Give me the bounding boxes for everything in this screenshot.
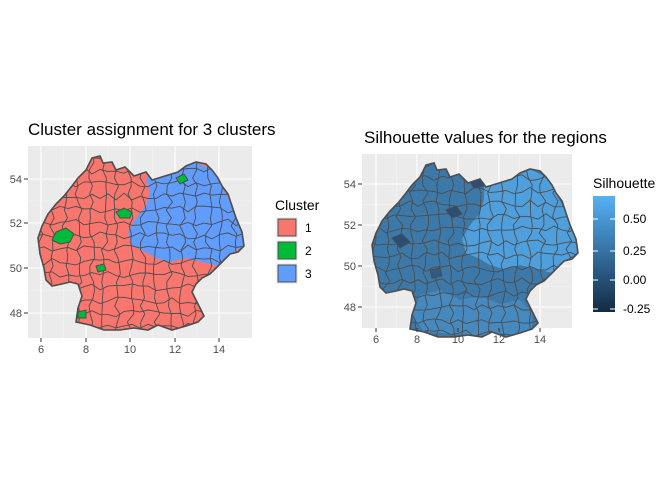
legend-label-cluster-3: 3 bbox=[305, 267, 312, 281]
legend-swatch-cluster-3 bbox=[277, 264, 297, 283]
germany-outline bbox=[37, 155, 245, 331]
district-border bbox=[372, 251, 578, 260]
cluster-3-area bbox=[128, 162, 244, 266]
left-x-axis: 6 8 10 12 14 bbox=[38, 338, 225, 356]
district-border bbox=[473, 163, 482, 337]
cluster-legend: Cluster 1 2 3 bbox=[275, 197, 320, 284]
cluster-2-region bbox=[115, 207, 133, 219]
district-border bbox=[38, 218, 244, 227]
silhouette-high-area bbox=[462, 169, 578, 273]
district-border bbox=[434, 163, 443, 337]
x-tick-label: 8 bbox=[83, 344, 89, 356]
district-border bbox=[421, 163, 430, 337]
district-border bbox=[113, 156, 121, 330]
district-border bbox=[88, 156, 96, 330]
legend-label-cluster-2: 2 bbox=[305, 244, 312, 258]
district-border bbox=[38, 205, 244, 214]
colorbar-label: 0.50 bbox=[623, 212, 647, 226]
district-border bbox=[153, 156, 161, 330]
cluster-2-region bbox=[77, 309, 87, 319]
district-border bbox=[38, 192, 244, 201]
legend-swatch-cluster-1 bbox=[277, 218, 297, 237]
left-plot-title: Cluster assignment for 3 clusters bbox=[28, 120, 276, 139]
y-tick-label: 50 bbox=[344, 261, 356, 273]
x-tick-label: 12 bbox=[169, 344, 181, 356]
colorbar-label: 0.00 bbox=[623, 273, 647, 287]
x-tick-label: 10 bbox=[124, 344, 136, 356]
x-tick-label: 8 bbox=[414, 334, 420, 346]
silhouette-legend-labels: 0.50 0.25 0.00 -0.25 bbox=[593, 212, 651, 316]
germany-outline bbox=[371, 162, 579, 338]
silhouette-low-region bbox=[429, 267, 443, 279]
district-border bbox=[38, 244, 244, 253]
district-border bbox=[372, 199, 578, 208]
x-tick-label: 14 bbox=[534, 334, 546, 346]
x-tick-label: 12 bbox=[493, 334, 505, 346]
district-border bbox=[38, 257, 244, 266]
cluster-2-region bbox=[175, 173, 189, 185]
x-tick-label: 14 bbox=[213, 344, 225, 356]
silhouette-legend: Silhouette 0.50 0.25 0.00 -0.25 bbox=[593, 175, 655, 316]
y-tick-label: 48 bbox=[10, 308, 22, 320]
district-border bbox=[486, 163, 495, 337]
silhouette-legend-title: Silhouette bbox=[593, 175, 655, 191]
silhouette-low-region bbox=[391, 233, 411, 249]
y-tick-label: 52 bbox=[10, 218, 22, 230]
x-tick-label: 6 bbox=[373, 334, 379, 346]
right-y-axis: 54 52 50 48 bbox=[344, 179, 362, 314]
silhouette-colorbar bbox=[593, 196, 615, 312]
district-border bbox=[372, 264, 578, 273]
y-tick-label: 52 bbox=[344, 220, 356, 232]
silhouette-low-region bbox=[445, 205, 463, 219]
colorbar-label: -0.25 bbox=[623, 302, 651, 316]
district-border bbox=[126, 156, 135, 330]
district-border bbox=[500, 163, 507, 337]
district-border bbox=[178, 156, 187, 330]
cluster-2-region bbox=[95, 263, 107, 273]
y-tick-label: 50 bbox=[10, 263, 22, 275]
district-border bbox=[461, 163, 468, 337]
left-y-axis: 54 52 50 48 bbox=[10, 174, 28, 320]
right-x-axis: 6 8 10 12 14 bbox=[373, 328, 546, 346]
district-border bbox=[101, 156, 109, 330]
right-plot: Silhouette values for the regions 6 8 10 12… bbox=[344, 128, 656, 346]
y-tick-label: 48 bbox=[344, 302, 356, 314]
district-border bbox=[372, 225, 578, 234]
x-tick-label: 10 bbox=[452, 334, 464, 346]
y-tick-label: 54 bbox=[10, 174, 22, 186]
colorbar-label: 0.25 bbox=[623, 244, 647, 258]
district-border bbox=[577, 163, 578, 337]
legend-swatch-cluster-2 bbox=[277, 241, 297, 260]
cluster-legend-items: 1 2 3 bbox=[276, 217, 312, 284]
x-tick-label: 6 bbox=[38, 344, 44, 356]
district-border bbox=[165, 156, 174, 330]
district-border bbox=[139, 156, 147, 330]
cluster-legend-title: Cluster bbox=[275, 197, 320, 213]
y-tick-label: 54 bbox=[344, 179, 356, 191]
district-border bbox=[512, 163, 521, 337]
cluster-2-region bbox=[51, 227, 75, 245]
right-plot-title: Silhouette values for the regions bbox=[364, 128, 607, 147]
left-plot: Cluster assignment for 3 clusters 6 8 10 12… bbox=[10, 120, 320, 356]
district-border bbox=[447, 163, 455, 337]
legend-label-cluster-1: 1 bbox=[305, 221, 312, 235]
